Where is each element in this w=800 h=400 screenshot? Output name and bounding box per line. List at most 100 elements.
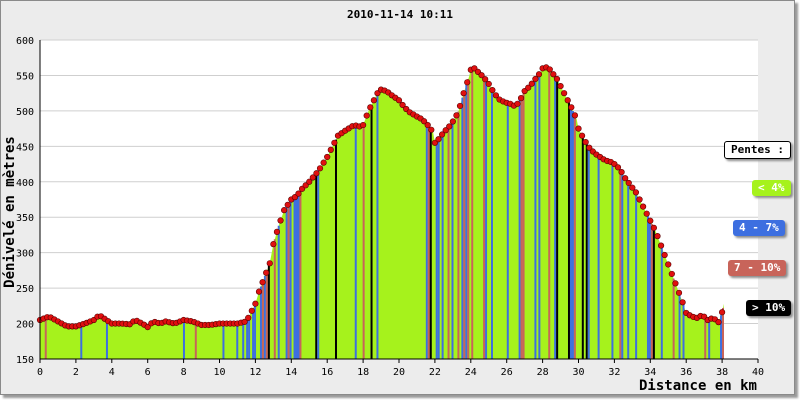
- data-point: [718, 309, 726, 316]
- y-tick-label: 350: [16, 213, 34, 224]
- x-tick-label: 20: [393, 367, 405, 378]
- data-point: [622, 175, 629, 182]
- data-point: [629, 184, 636, 191]
- data-point: [561, 90, 568, 97]
- data-point: [586, 144, 593, 151]
- x-tick-label: 0: [37, 367, 43, 378]
- data-point: [517, 95, 525, 102]
- data-point: [535, 71, 543, 78]
- data-point: [438, 131, 446, 138]
- data-point: [668, 270, 675, 278]
- data-point: [367, 104, 374, 111]
- data-point: [241, 318, 248, 325]
- y-tick-label: 250: [16, 284, 34, 295]
- data-point: [370, 97, 377, 104]
- data-point: [550, 71, 557, 78]
- x-tick-label: 24: [465, 367, 477, 378]
- data-point: [625, 179, 632, 187]
- data-point: [245, 314, 252, 321]
- data-point: [270, 241, 277, 248]
- data-point: [618, 168, 625, 176]
- x-tick-label: 6: [145, 367, 151, 378]
- data-point: [259, 279, 266, 286]
- y-tick-label: 200: [16, 320, 34, 331]
- x-tick-label: 16: [321, 367, 333, 378]
- data-point: [672, 280, 679, 287]
- data-point: [578, 132, 586, 139]
- legend-title: Pentes :: [724, 141, 791, 159]
- y-tick-label: 450: [16, 142, 34, 153]
- data-point: [478, 72, 485, 79]
- y-tick-label: 300: [16, 249, 34, 260]
- legend-item-gt10: > 10%: [746, 300, 792, 316]
- x-tick-label: 4: [109, 367, 115, 378]
- x-tick-label: 8: [181, 367, 187, 378]
- legend-item-lt4: < 4%: [752, 180, 791, 196]
- data-point: [650, 224, 657, 231]
- data-point: [399, 101, 406, 109]
- data-point: [277, 217, 284, 224]
- chart-title: 2010-11-14 10:11: [347, 8, 453, 21]
- data-point: [252, 300, 259, 307]
- data-point: [464, 79, 471, 86]
- data-point: [528, 80, 535, 87]
- x-tick-label: 28: [537, 367, 549, 378]
- x-tick-label: 40: [752, 367, 764, 378]
- data-point: [460, 90, 467, 97]
- data-point: [295, 190, 302, 197]
- data-point: [661, 251, 668, 259]
- elevation-area: [40, 66, 724, 359]
- x-tick-label: 30: [572, 367, 584, 378]
- data-point: [284, 201, 291, 208]
- data-point: [428, 126, 435, 133]
- data-point: [665, 261, 672, 268]
- data-point: [485, 80, 492, 88]
- x-tick-label: 38: [716, 367, 728, 378]
- x-axis-label: Distance en km: [639, 378, 757, 394]
- x-tick-label: 2: [73, 367, 79, 378]
- data-point: [679, 299, 686, 306]
- data-point: [144, 324, 151, 331]
- y-axis-label: Dénivelé en mètres: [2, 136, 18, 288]
- data-point: [643, 210, 650, 217]
- data-point: [564, 97, 571, 104]
- legend-title-text: Pentes :: [731, 143, 784, 156]
- data-point: [575, 125, 582, 132]
- data-point: [421, 118, 428, 125]
- x-tick-label: 32: [608, 367, 620, 378]
- data-point: [514, 100, 521, 107]
- data-point: [424, 121, 431, 129]
- legend-item-7-10: 7 - 10%: [728, 260, 787, 276]
- x-tick-label: 18: [357, 367, 369, 378]
- data-point: [492, 92, 500, 99]
- x-tick-label: 12: [249, 367, 261, 378]
- data-point: [324, 153, 331, 161]
- legend-item-4-7: 4 - 7%: [733, 220, 785, 236]
- data-point: [657, 242, 665, 249]
- data-point: [360, 121, 367, 129]
- x-tick-label: 22: [429, 367, 441, 378]
- data-point: [331, 139, 338, 146]
- data-point: [525, 84, 532, 91]
- data-point: [557, 82, 564, 90]
- data-point: [306, 178, 313, 185]
- data-point: [489, 86, 496, 94]
- data-point: [327, 146, 334, 153]
- y-tick-label: 400: [16, 178, 34, 189]
- data-point: [453, 112, 460, 119]
- data-point: [281, 207, 288, 214]
- data-point: [248, 307, 255, 314]
- data-point: [273, 228, 281, 235]
- data-point: [316, 165, 324, 172]
- data-point: [640, 203, 647, 210]
- data-point: [255, 288, 263, 295]
- data-point: [532, 75, 539, 83]
- data-point: [568, 104, 575, 111]
- y-tick-label: 550: [16, 71, 34, 82]
- x-tick-label: 14: [285, 367, 297, 378]
- legend-item-4-7-label: 4 - 7%: [739, 221, 779, 234]
- y-tick-label: 600: [16, 36, 34, 47]
- x-tick-label: 26: [501, 367, 513, 378]
- data-point: [675, 289, 683, 296]
- data-point: [582, 138, 589, 146]
